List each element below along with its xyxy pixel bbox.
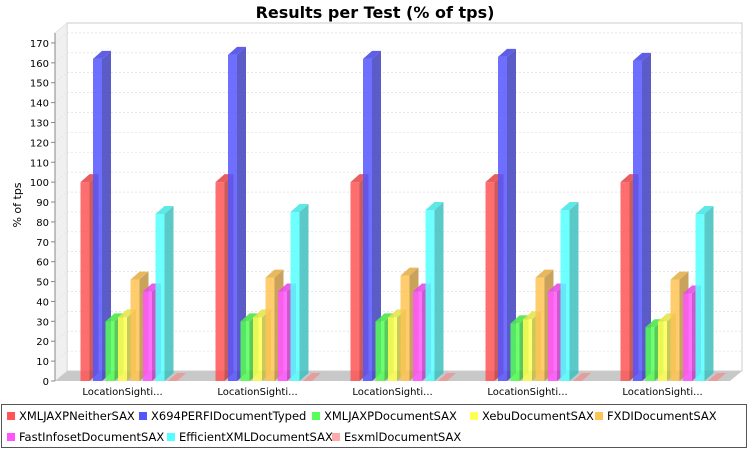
y-tick-label: 170 <box>30 39 49 50</box>
x-tick-label: LocationSighti... <box>352 387 432 398</box>
y-tick-label: 60 <box>36 258 49 269</box>
x-tick-label: LocationSighti... <box>82 387 162 398</box>
bar <box>93 50 111 381</box>
legend-item: FastInfosetDocumentSAX <box>7 430 164 444</box>
y-tick-label: 40 <box>36 297 49 308</box>
legend-swatch <box>595 412 603 420</box>
bar <box>695 205 714 381</box>
bars <box>80 46 726 382</box>
x-tick-label: LocationSighti... <box>217 387 297 398</box>
legend-item: XMLJAXPNeitherSAX <box>7 409 135 423</box>
legend-swatch <box>7 433 15 441</box>
x-tick-label: LocationSighti... <box>487 387 567 398</box>
x-tick-label: LocationSighti... <box>622 387 702 398</box>
y-tick-label: 10 <box>36 357 49 368</box>
bar <box>438 373 456 381</box>
bar <box>633 52 651 382</box>
x-axis-ticks: LocationSighti... LocationSighti... Locati… <box>82 387 702 398</box>
legend-item: EsxmlDocumentSAX <box>332 430 461 444</box>
legend-item: XMLJAXPDocumentSAX <box>312 409 457 423</box>
legend-label: XMLJAXPNeitherSAX <box>19 409 135 423</box>
bar <box>425 201 444 381</box>
bar <box>573 373 591 381</box>
y-tick-label: 120 <box>30 138 49 149</box>
legend-swatch <box>167 433 175 441</box>
legend: XMLJAXPNeitherSAX X694PERFIDocumentTyped X… <box>1 404 747 448</box>
y-axis-label: % of tps <box>11 182 24 227</box>
bar <box>363 50 381 381</box>
legend-item: XebuDocumentSAX <box>470 409 594 423</box>
bar <box>290 203 309 381</box>
legend-item: EfficientXMLDocumentSAX <box>167 430 333 444</box>
legend-label: X694PERFIDocumentTyped <box>151 409 307 423</box>
legend-swatch <box>470 412 478 420</box>
bar <box>168 373 186 381</box>
legend-label: FastInfosetDocumentSAX <box>19 430 165 444</box>
legend-swatch <box>312 412 320 420</box>
y-tick-label: 30 <box>36 317 49 328</box>
y-tick-label: 20 <box>36 337 49 348</box>
bar <box>228 46 246 381</box>
y-tick-label: 100 <box>30 178 49 189</box>
legend-label: XebuDocumentSAX <box>482 409 594 423</box>
y-tick-label: 80 <box>36 218 49 229</box>
y-tick-label: 160 <box>30 59 49 70</box>
bar <box>560 201 579 381</box>
legend-swatch <box>7 412 15 420</box>
y-tick-label: 130 <box>30 118 49 129</box>
chart-title: Results per Test (% of tps) <box>256 3 495 22</box>
y-tick-label: 150 <box>30 79 49 90</box>
bar <box>303 373 321 381</box>
bar <box>498 48 516 382</box>
legend-label: FXDIDocumentSAX <box>607 409 717 423</box>
legend-item: FXDIDocumentSAX <box>595 409 717 423</box>
y-tick-label: 110 <box>30 158 49 169</box>
legend-label: XMLJAXPDocumentSAX <box>324 409 457 423</box>
chart: Results per Test (% of tps) % of tps 0 10… <box>11 3 743 398</box>
legend-label: EsxmlDocumentSAX <box>344 430 462 444</box>
y-tick-label: 90 <box>36 198 49 209</box>
legend-item: X694PERFIDocumentTyped <box>139 409 306 423</box>
bar <box>155 205 174 381</box>
y-axis-ticks: 0 10 20 30 40 50 60 70 80 90 100 110 120 130 140 150 160… <box>30 33 56 388</box>
y-tick-label: 0 <box>43 377 49 388</box>
legend-swatch <box>139 412 147 420</box>
legend-label: EfficientXMLDocumentSAX <box>179 430 333 444</box>
legend-swatch <box>332 433 340 441</box>
y-tick-label: 50 <box>36 278 49 289</box>
y-tick-label: 70 <box>36 238 49 249</box>
bar <box>708 373 726 381</box>
y-tick-label: 140 <box>30 99 49 110</box>
